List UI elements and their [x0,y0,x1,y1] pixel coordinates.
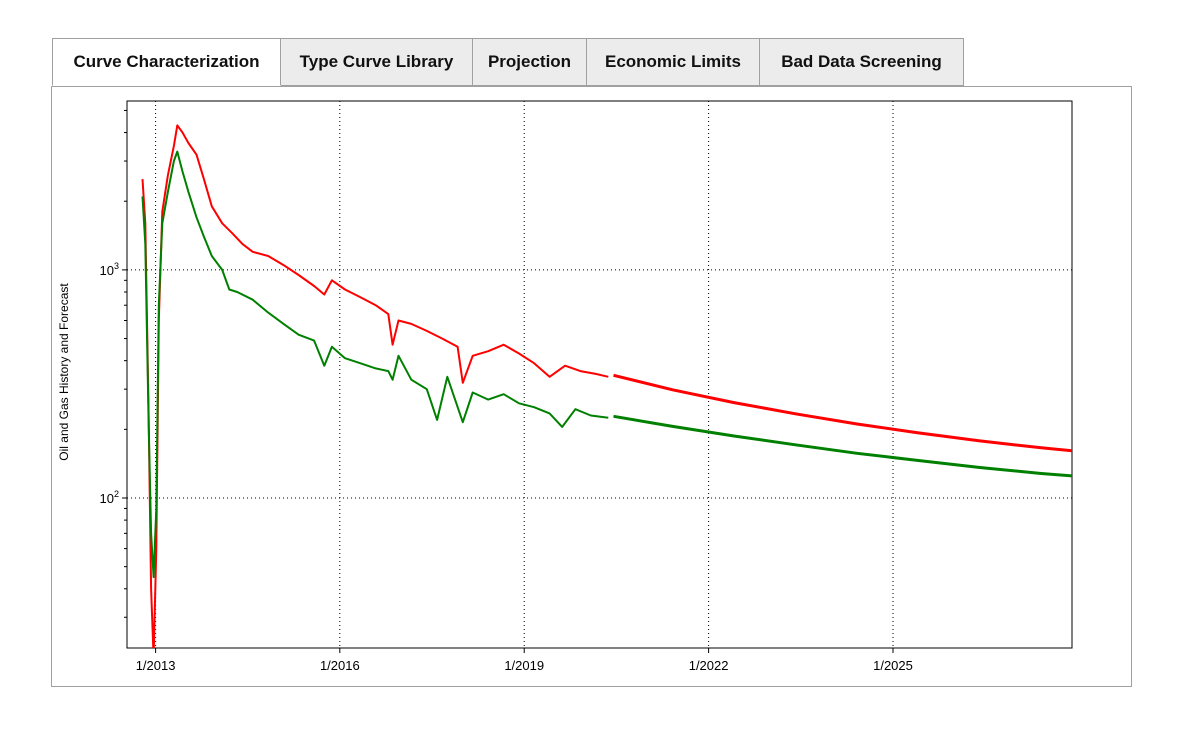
series-2-forecast-line [613,414,1072,478]
tab-type-curve-library[interactable]: Type Curve Library [281,38,473,86]
tab-curve-characterization[interactable]: Curve Characterization [52,38,281,86]
x-tick-label: 1/2013 [136,658,176,673]
y-tick-label: 102 [100,489,119,506]
series-2-history-line [141,150,609,579]
chart-panel [51,86,1132,687]
series-layer [141,124,1072,648]
tab-bar: Curve Characterization Type Curve Librar… [52,38,964,86]
x-tick-label: 1/2022 [689,658,729,673]
tab-economic-limits[interactable]: Economic Limits [587,38,760,86]
tab-projection[interactable]: Projection [473,38,587,86]
y-tick-label: 103 [100,261,119,278]
series-1-history-line [141,124,609,648]
x-tick-label: 1/2025 [873,658,913,673]
x-tick-label: 1/2016 [320,658,360,673]
x-tick-label: 1/2019 [504,658,544,673]
plot-frame [126,100,1073,649]
y-axis-label: Oil and Gas History and Forecast [57,283,71,461]
tab-bad-data-screening[interactable]: Bad Data Screening [760,38,964,86]
grid [127,101,1072,648]
series-1-forecast-line [613,373,1072,453]
axis-layer: 1/2013 1/2016 1/2019 1/2022 1/2025 102 103 [100,109,913,673]
